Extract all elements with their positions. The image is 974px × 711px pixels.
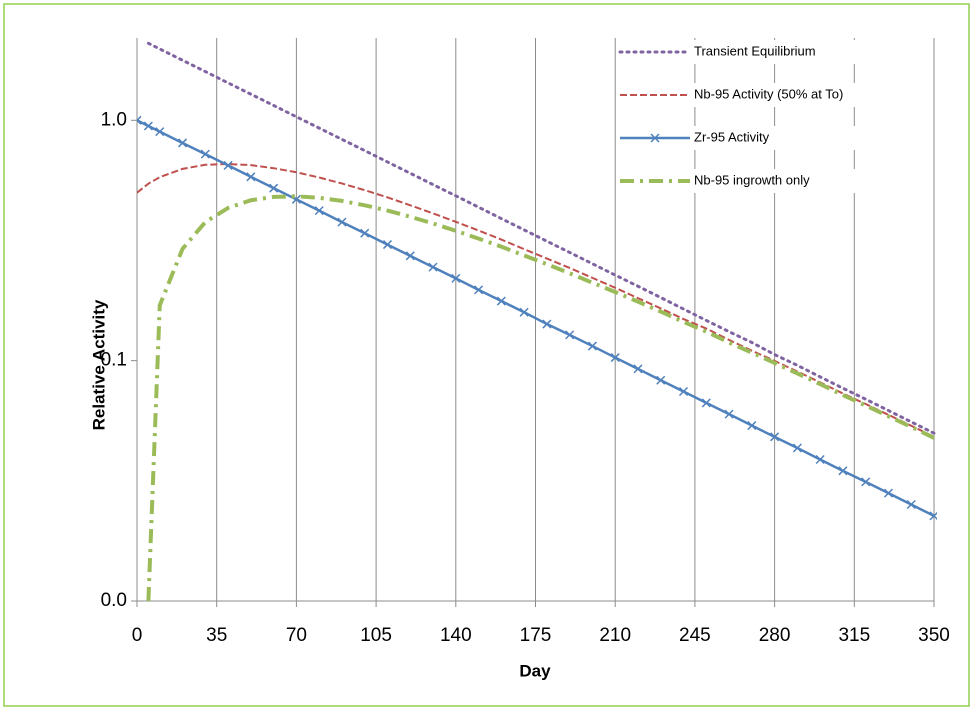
data-marker [542, 319, 552, 329]
y-tick-label: 0.0 [101, 590, 127, 611]
x-axis-title: Day [519, 661, 551, 680]
legend-label: Nb-95 ingrowth only [694, 172, 810, 187]
x-tick-label: 35 [206, 625, 227, 646]
chart-border [3, 3, 970, 707]
plot-area [137, 41, 937, 602]
data-marker [587, 341, 597, 351]
data-marker [269, 183, 279, 193]
data-marker [792, 443, 802, 453]
data-marker [838, 466, 848, 476]
data-marker [701, 398, 711, 408]
x-tick-label: 350 [918, 625, 950, 646]
data-marker [496, 296, 506, 306]
x-tick-label: 105 [360, 625, 392, 646]
x-tick-label: 315 [838, 625, 870, 646]
x-tick-label: 175 [520, 625, 552, 646]
series-line [146, 41, 936, 435]
y-tick-label: 0.1 [101, 350, 127, 371]
data-marker [155, 127, 165, 137]
data-marker [678, 386, 689, 397]
data-marker [314, 206, 324, 216]
data-marker [178, 138, 188, 148]
data-marker [474, 285, 484, 295]
data-marker [610, 353, 620, 363]
legend-marker [650, 133, 660, 143]
data-marker [337, 217, 347, 227]
data-marker [656, 375, 666, 385]
data-marker [519, 307, 529, 317]
data-marker [200, 149, 210, 159]
data-marker [405, 251, 415, 261]
legend-bg [616, 169, 906, 193]
x-tick-label: 210 [599, 625, 631, 646]
x-tick-label: 140 [440, 625, 472, 646]
data-marker [929, 511, 937, 521]
legend-label: Zr-95 Activity [694, 129, 770, 144]
data-marker [815, 454, 825, 465]
x-tick-label: 0 [132, 625, 143, 646]
data-marker [246, 172, 256, 182]
data-marker [360, 228, 370, 238]
data-marker [137, 115, 142, 125]
legend-label: Transient Equilibrium [694, 43, 816, 58]
data-marker [724, 409, 734, 419]
data-marker [861, 477, 871, 487]
data-marker [143, 121, 153, 131]
data-marker [428, 262, 438, 272]
y-tick-label: 1.0 [101, 109, 127, 130]
x-tick-label: 245 [679, 625, 711, 646]
data-marker [565, 330, 575, 340]
series-line [146, 194, 935, 602]
data-marker [451, 273, 461, 283]
data-marker [770, 432, 780, 442]
data-marker [382, 240, 393, 250]
data-marker [223, 160, 233, 170]
x-tick-label: 280 [759, 625, 791, 646]
data-marker [633, 364, 643, 374]
y-axis-title: Relative Activity [89, 299, 108, 430]
x-tick-label: 70 [286, 625, 307, 646]
data-marker [747, 421, 757, 431]
data-marker [906, 499, 916, 510]
data-marker [883, 488, 893, 498]
legend-label: Nb-95 Activity (50% at To) [694, 86, 843, 101]
